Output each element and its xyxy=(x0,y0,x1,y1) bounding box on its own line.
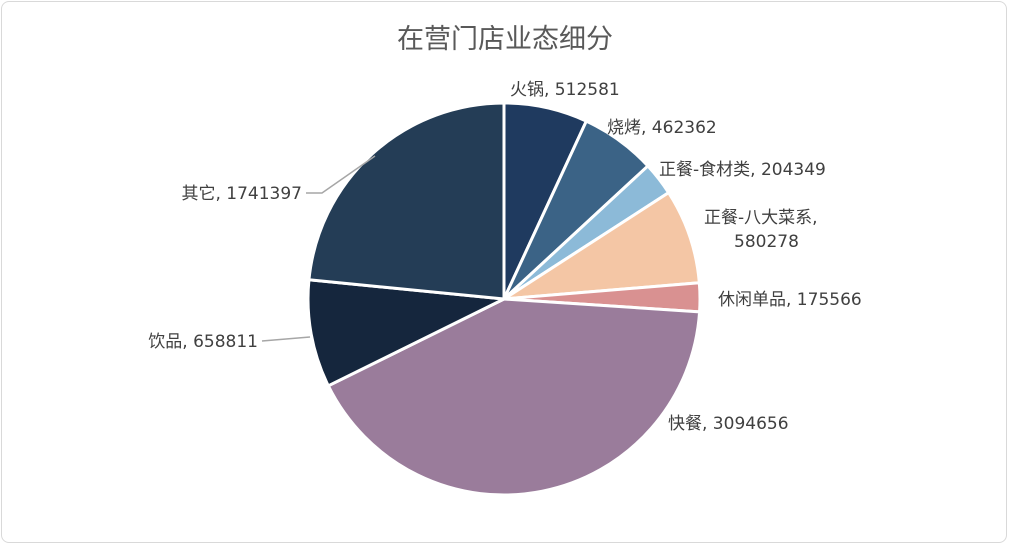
data-labels: 火锅, 512581 烧烤, 462362 正餐-食材类, 204349 正餐-八大菜… xyxy=(148,80,861,434)
data-label-4-line2: 580278 xyxy=(734,232,799,252)
data-label-5: 休闲单品, 175566 xyxy=(718,290,862,310)
leader-line-7 xyxy=(261,336,311,342)
pie-slice-7 xyxy=(306,278,506,388)
data-label-4: 正餐-八大菜系, xyxy=(704,208,818,228)
data-label-6: 快餐, 3094656 xyxy=(668,414,789,434)
data-label-3: 正餐-食材类, 204349 xyxy=(659,160,826,180)
pie-slice-6 xyxy=(326,297,702,497)
data-label-2: 烧烤, 462362 xyxy=(607,118,717,138)
leader-lines xyxy=(261,155,376,342)
data-label-8: 其它, 1741397 xyxy=(181,184,302,204)
pie-slice-4 xyxy=(502,191,701,301)
leader-line-8 xyxy=(306,155,376,194)
pie-slice-8 xyxy=(307,101,506,301)
data-label-1: 火锅, 512581 xyxy=(510,80,620,100)
data-label-7: 饮品, 658811 xyxy=(148,332,258,352)
chart-title: 在营门店业态细分 xyxy=(397,24,613,55)
pie-slices xyxy=(306,101,702,497)
